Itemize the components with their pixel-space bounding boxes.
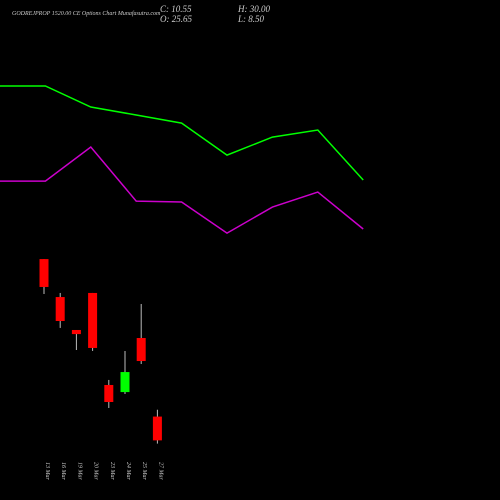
- ohlc-label: L: 8.50: [237, 14, 265, 24]
- x-tick-label: 13 Mar: [44, 462, 50, 480]
- chart-title: GODREJPROP 1520.00 CE Options Chart Muna…: [12, 10, 161, 17]
- candle-body: [104, 384, 114, 403]
- ohlc-label: O: 25.65: [160, 14, 192, 24]
- x-tick-label: 20 Mar: [93, 462, 99, 480]
- x-tick-label: 19 Mar: [76, 462, 82, 480]
- x-tick-label: 16 Mar: [60, 462, 66, 480]
- x-tick-label: 27 Mar: [157, 462, 163, 480]
- candle-body: [88, 292, 98, 348]
- ohlc-label: C: 10.55: [160, 4, 192, 14]
- candle-body: [152, 416, 162, 441]
- indicator-line: [0, 85, 364, 181]
- candle-body: [120, 372, 130, 393]
- x-tick-label: 23 Mar: [109, 462, 115, 480]
- candle-body: [71, 329, 81, 335]
- x-tick-label: 25 Mar: [141, 462, 147, 480]
- candle-body: [39, 259, 49, 287]
- ohlc-label: H: 30.00: [237, 4, 270, 14]
- candle-body: [55, 297, 65, 322]
- candle-body: [136, 338, 146, 362]
- indicator-line: [0, 145, 364, 234]
- x-tick-label: 24 Mar: [125, 462, 132, 480]
